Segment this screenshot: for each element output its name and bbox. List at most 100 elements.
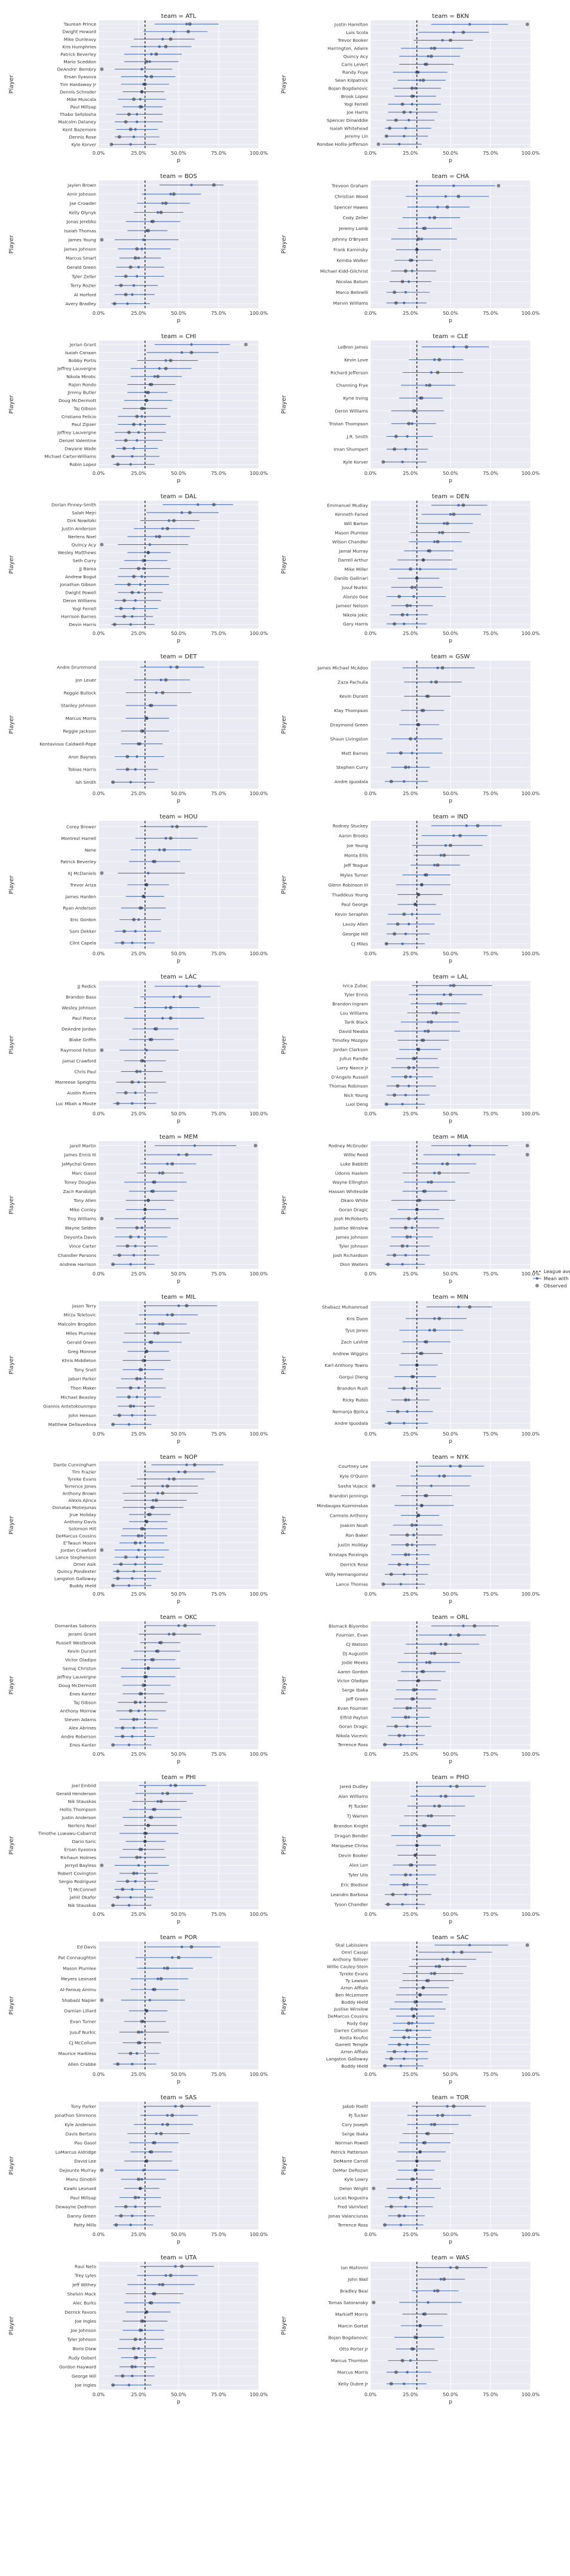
observed-point bbox=[154, 1027, 158, 1031]
player-label: Garrett Temple bbox=[335, 2042, 368, 2047]
mean-point bbox=[406, 613, 409, 617]
player-label: Austin Rivers bbox=[67, 1090, 96, 1096]
player-label: Justin Anderson bbox=[61, 526, 96, 532]
mean-point bbox=[140, 68, 143, 71]
mean-point bbox=[126, 302, 129, 305]
observed-point bbox=[170, 1312, 174, 1317]
observed-point bbox=[393, 1093, 397, 1097]
player-label: Treveon Graham bbox=[331, 183, 368, 189]
observed-point bbox=[119, 1562, 123, 1566]
mean-point bbox=[174, 2265, 177, 2268]
observed-point bbox=[162, 848, 166, 852]
mean-point bbox=[438, 531, 441, 534]
mean-point bbox=[156, 1492, 160, 1495]
mean-point bbox=[468, 1943, 471, 1947]
mean-point bbox=[407, 1399, 410, 1402]
observed-point bbox=[151, 1658, 155, 1662]
x-tick-label: 25.0% bbox=[131, 311, 146, 316]
player-label: Tyler Ennis bbox=[344, 992, 368, 998]
observed-point bbox=[183, 1470, 187, 1474]
player-label: Marvin Williams bbox=[333, 300, 368, 306]
player-label: Richard Jefferson bbox=[330, 370, 368, 375]
x-tick-label: 100.0% bbox=[250, 311, 268, 316]
player-label: Willy Hernangomez bbox=[325, 1572, 368, 1577]
player-label: Reggie Bullock bbox=[64, 690, 97, 695]
player-label: Joel Embiid bbox=[71, 1783, 96, 1788]
player-label: Paul Pierce bbox=[72, 1016, 97, 1021]
observed-point bbox=[161, 2283, 165, 2287]
player-label: Evan Fournier bbox=[338, 1706, 369, 1711]
player-label: Gary Harris bbox=[343, 621, 368, 627]
player-label: Rudy Gay bbox=[347, 2021, 368, 2026]
observed-point bbox=[412, 2014, 416, 2018]
x-tick-label: 50.0% bbox=[443, 791, 458, 796]
y-axis-label: Player bbox=[281, 555, 287, 574]
observed-point bbox=[372, 2186, 376, 2191]
player-label: Spencer Dinwiddie bbox=[327, 118, 369, 123]
x-tick-label: 75.0% bbox=[483, 1912, 498, 1917]
player-label: James Young bbox=[68, 237, 96, 243]
mean-point bbox=[131, 1735, 134, 1738]
observed-point bbox=[127, 112, 131, 116]
player-label: Brandon Ingram bbox=[332, 1001, 368, 1007]
player-label: Isaiah Canaan bbox=[65, 350, 97, 355]
x-axis-label: p bbox=[177, 1759, 180, 1765]
x-tick-label: 75.0% bbox=[483, 311, 498, 316]
x-tick-label: 100.0% bbox=[250, 1752, 268, 1757]
player-label: Larry Nance Jr bbox=[337, 1065, 369, 1071]
x-tick-label: 50.0% bbox=[171, 311, 186, 316]
observed-point bbox=[386, 1262, 390, 1266]
observed-point bbox=[164, 678, 168, 682]
x-tick-label: 25.0% bbox=[131, 951, 146, 956]
observed-point bbox=[419, 396, 424, 400]
observed-point bbox=[112, 622, 117, 627]
observed-point bbox=[389, 2204, 393, 2209]
mean-point bbox=[158, 1323, 161, 1326]
mean-point bbox=[436, 1002, 439, 1005]
observed-point bbox=[170, 2113, 174, 2117]
x-axis-label: p bbox=[449, 478, 452, 484]
player-label: LeBron James bbox=[338, 345, 368, 350]
player-label: Arron Afflalo bbox=[341, 1985, 368, 1991]
mean-point bbox=[158, 848, 161, 851]
mean-point bbox=[406, 2370, 409, 2374]
player-label: Kent Bazemore bbox=[63, 127, 97, 132]
player-label: Glenn Robinson III bbox=[328, 882, 368, 888]
x-axis-label: p bbox=[177, 2079, 180, 2085]
facet-title-cha: team = CHA bbox=[432, 173, 469, 180]
mean-point bbox=[129, 143, 132, 146]
player-label: Jeremy Lin bbox=[344, 134, 368, 139]
player-label: Alex Len bbox=[350, 1863, 369, 1868]
mean-point bbox=[136, 1872, 139, 1875]
observed-point bbox=[423, 2140, 427, 2145]
x-tick-label: 50.0% bbox=[171, 951, 186, 956]
mean-point bbox=[137, 1864, 140, 1867]
player-label: Jeremy Lamb bbox=[338, 226, 368, 231]
observed-point bbox=[116, 1102, 120, 1106]
mean-point bbox=[409, 2029, 412, 2032]
observed-point bbox=[146, 1666, 151, 1670]
mean-point bbox=[131, 1888, 134, 1891]
observed-point bbox=[455, 2265, 459, 2270]
facet-title-gsw: team = GSW bbox=[431, 654, 470, 660]
facet-title-chi: team = CHI bbox=[161, 333, 196, 340]
player-label: Marcus Morris bbox=[66, 716, 97, 721]
observed-point bbox=[119, 606, 123, 611]
observed-point bbox=[437, 1804, 442, 1808]
player-label: Chris Paul bbox=[74, 1069, 96, 1074]
player-label: Nikola Mirotic bbox=[66, 374, 96, 379]
player-label: Rodney Stuckey bbox=[333, 823, 369, 829]
player-label: Arron Afflalo bbox=[341, 2049, 368, 2054]
player-label: Ben McLemore bbox=[335, 1992, 368, 1998]
observed-point bbox=[121, 1734, 125, 1738]
player-label: Devin Harris bbox=[69, 622, 96, 627]
mean-point bbox=[410, 269, 413, 272]
mean-point bbox=[403, 134, 406, 138]
x-tick-label: 25.0% bbox=[403, 1752, 418, 1757]
player-label: Raul Neto bbox=[75, 2264, 97, 2269]
mean-point bbox=[139, 1701, 142, 1704]
y-axis-label: Player bbox=[281, 2156, 287, 2175]
observed-point bbox=[426, 694, 430, 698]
observed-point bbox=[137, 566, 140, 571]
mean-point bbox=[180, 1945, 183, 1949]
